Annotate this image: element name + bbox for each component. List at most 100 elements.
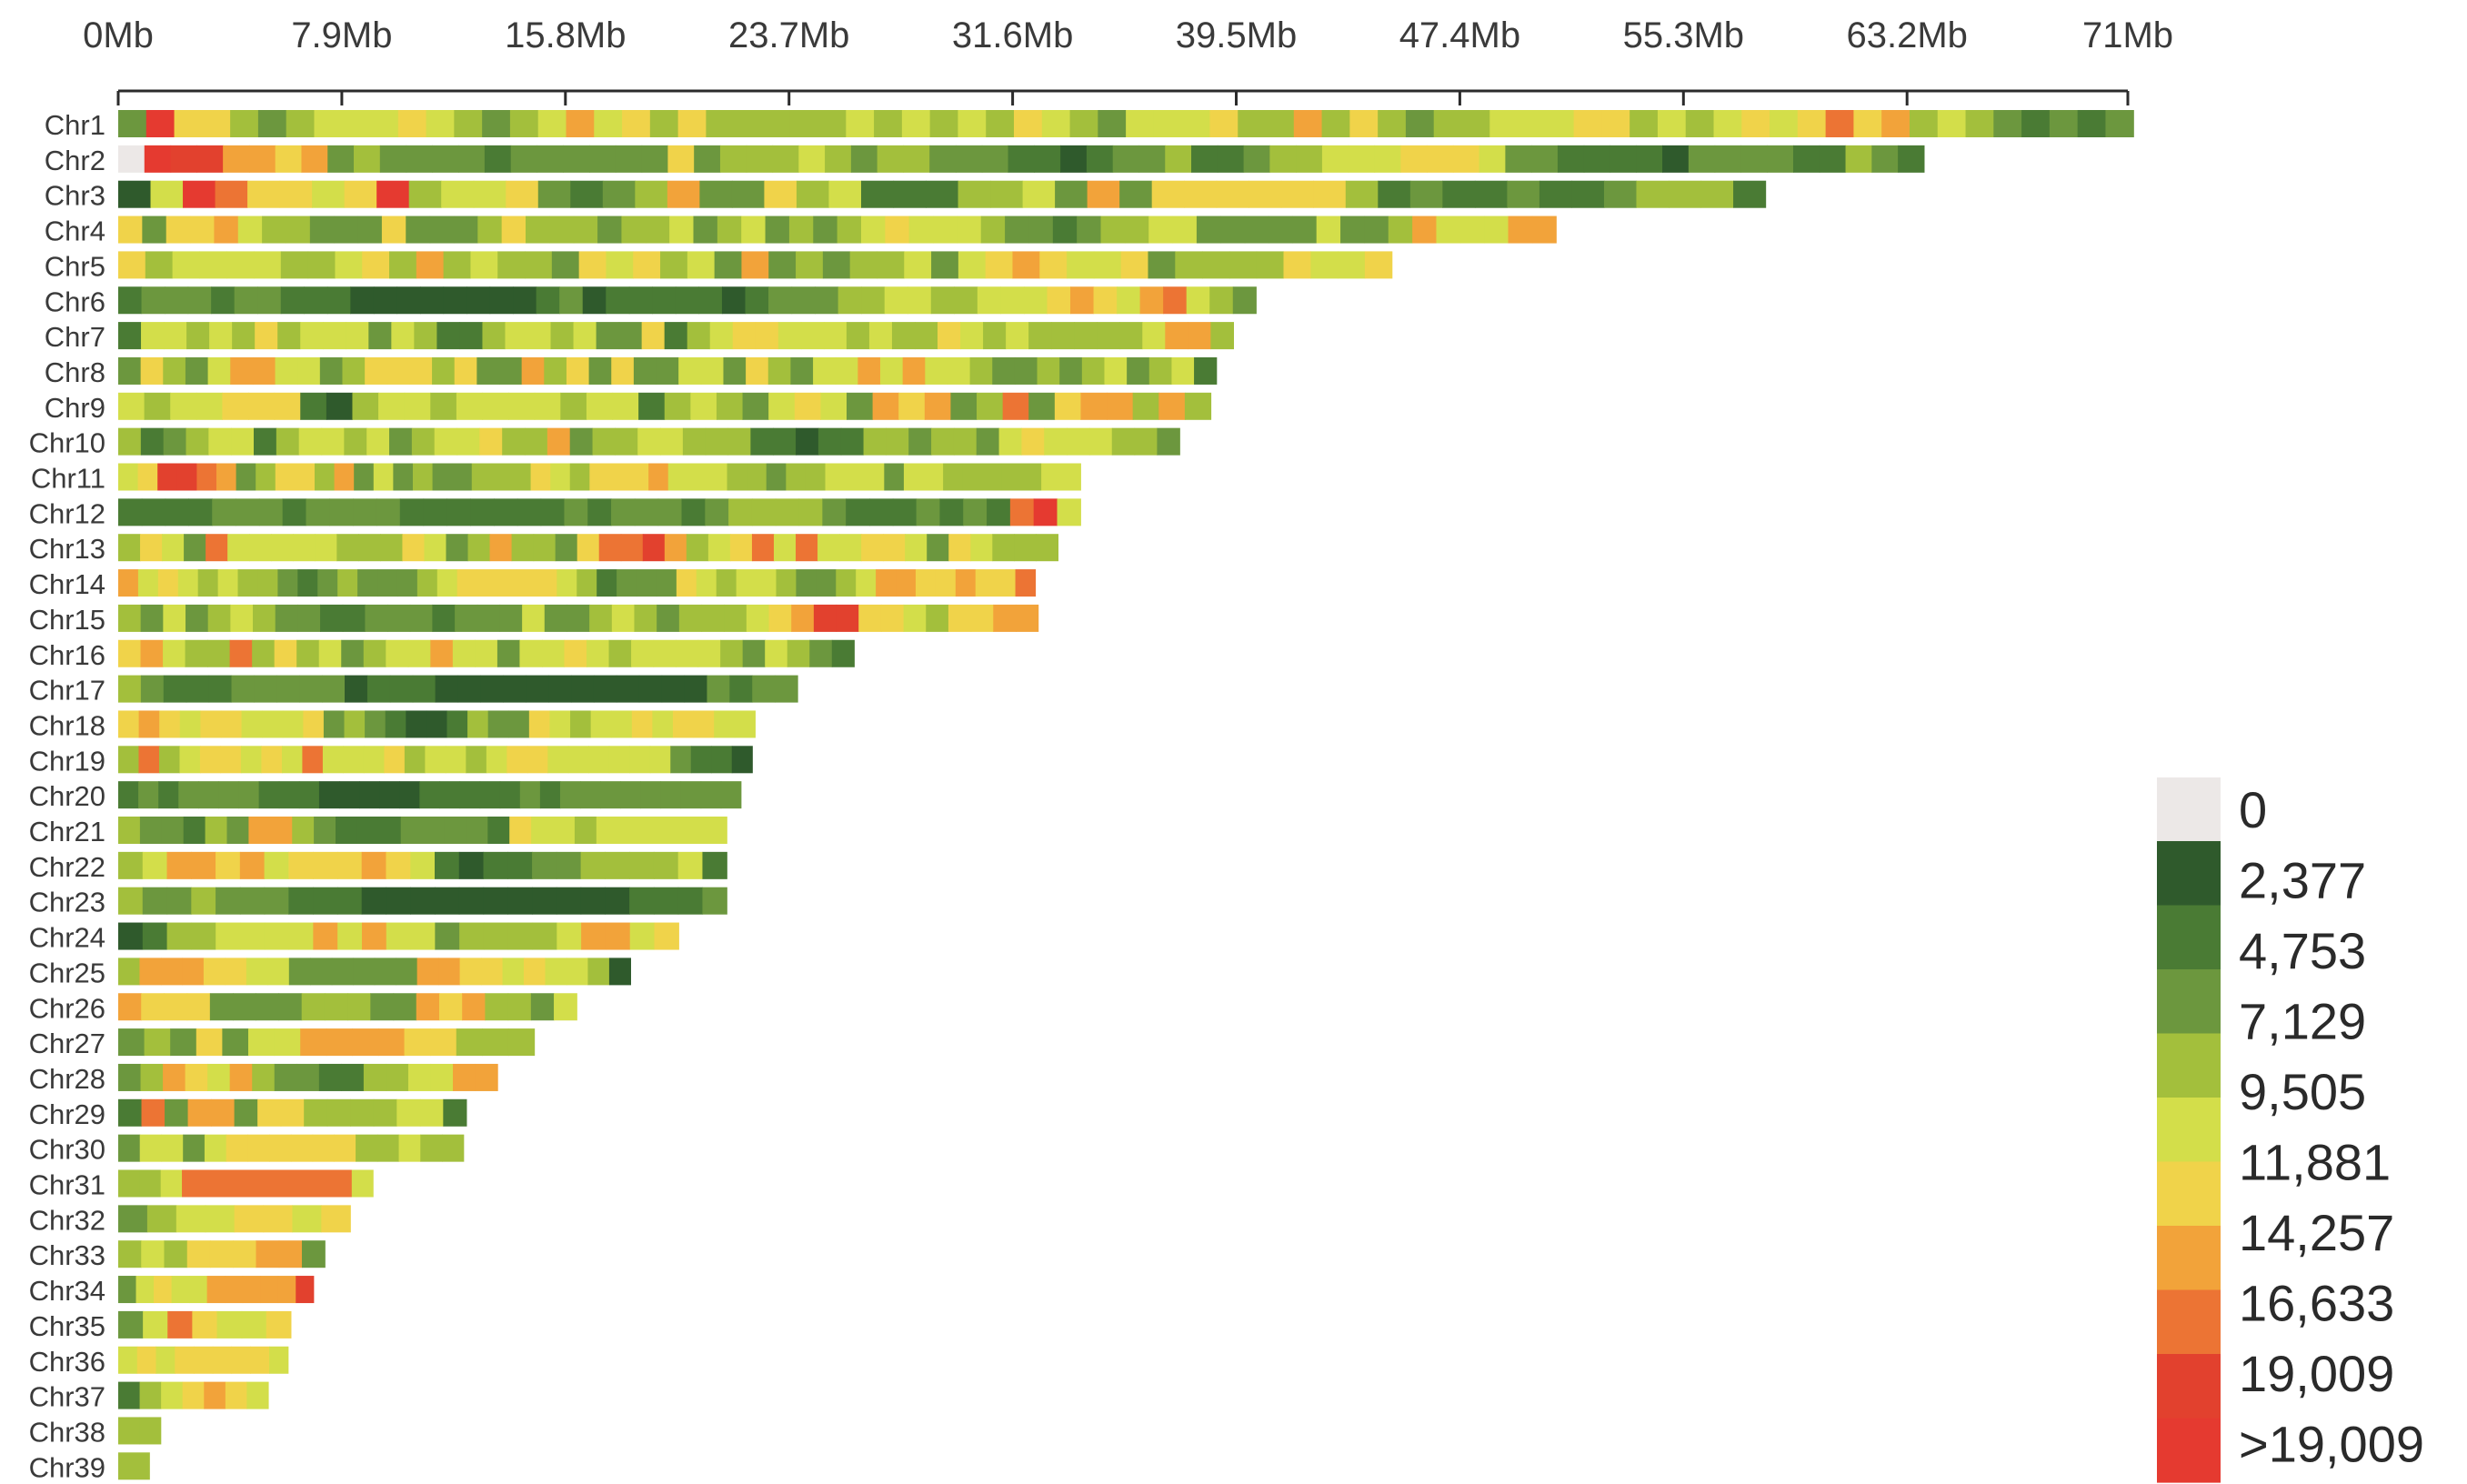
density-bin <box>884 286 908 315</box>
density-bin <box>1037 356 1060 385</box>
density-bin <box>1713 110 1742 137</box>
density-bin <box>687 251 716 279</box>
density-bin <box>142 216 167 244</box>
density-bin <box>157 569 179 597</box>
density-bin <box>118 180 152 208</box>
density-bin <box>298 781 320 809</box>
density-bin <box>192 1310 218 1339</box>
density-bin <box>698 286 723 315</box>
density-bin <box>519 781 541 809</box>
density-bin <box>139 817 163 844</box>
density-bin <box>556 851 582 879</box>
density-bin <box>530 463 551 491</box>
density-bin <box>186 675 210 703</box>
density-bin <box>813 356 837 385</box>
density-bin <box>1001 463 1023 491</box>
density-bin <box>652 710 674 738</box>
density-bin <box>234 1205 265 1233</box>
density-bin <box>820 392 847 420</box>
chromosome-bar <box>118 1028 536 1057</box>
density-bin <box>1283 251 1311 279</box>
density-bin <box>532 851 557 879</box>
density-bin <box>1636 145 1663 173</box>
density-bin <box>1138 145 1166 173</box>
density-bin <box>350 1098 375 1127</box>
density-bin <box>755 322 779 350</box>
density-bin <box>296 639 320 667</box>
density-bin <box>376 498 401 526</box>
density-bin <box>476 569 498 597</box>
density-bin <box>342 110 371 137</box>
density-bin <box>166 851 192 879</box>
density-bin <box>118 1310 144 1339</box>
density-bin <box>342 604 366 632</box>
density-bin <box>577 534 600 562</box>
density-bin <box>211 286 236 315</box>
density-bin <box>1474 180 1509 208</box>
density-bin <box>239 887 266 915</box>
density-bin <box>537 180 571 208</box>
density-bin <box>215 180 248 208</box>
chromosome-bar <box>118 639 855 667</box>
chromosome-bar <box>118 251 1393 279</box>
density-bin <box>1086 145 1114 173</box>
x-tick-label: 55.3Mb <box>1623 15 1744 55</box>
density-bin <box>761 110 791 137</box>
legend-swatch <box>2157 1033 2221 1098</box>
density-bin <box>1507 180 1540 208</box>
density-bin <box>274 1028 301 1057</box>
density-bin <box>206 534 228 562</box>
density-bin <box>118 286 143 315</box>
chromosome-label: Chr3 <box>45 180 105 212</box>
density-bin <box>1409 180 1443 208</box>
density-bin <box>303 710 325 738</box>
density-bin <box>297 604 321 632</box>
density-bin <box>429 216 455 244</box>
density-bin <box>1436 216 1461 244</box>
density-bin <box>329 498 354 526</box>
density-bin <box>1937 110 1967 137</box>
density-bin <box>441 180 475 208</box>
density-bin <box>436 322 461 350</box>
density-bin <box>365 710 386 738</box>
density-bin <box>496 569 518 597</box>
density-bin <box>577 569 597 597</box>
density-bin <box>746 145 774 173</box>
chromosome-label: Chr15 <box>29 604 105 636</box>
density-bin <box>266 1310 292 1339</box>
density-bin <box>318 1063 342 1091</box>
density-bin <box>734 710 756 738</box>
density-bin <box>359 781 380 809</box>
density-bin <box>139 1169 162 1198</box>
density-bin <box>1015 604 1039 632</box>
chromosome-bar <box>118 604 1039 632</box>
density-bin <box>238 781 260 809</box>
density-bin <box>140 675 165 703</box>
density-bin <box>199 251 227 279</box>
density-bin <box>380 534 404 562</box>
density-bin <box>241 1310 267 1339</box>
density-bin <box>696 569 717 597</box>
density-bin <box>505 322 529 350</box>
chromosome-bar <box>118 781 742 809</box>
density-bin <box>533 534 557 562</box>
density-bin <box>846 498 870 526</box>
density-bin <box>1825 110 1855 137</box>
density-bin <box>787 639 810 667</box>
density-bin <box>163 1063 186 1091</box>
density-bin <box>347 993 371 1021</box>
density-bin <box>923 463 944 491</box>
density-bin <box>877 251 905 279</box>
density-bin <box>1033 498 1058 526</box>
density-bin <box>376 180 410 208</box>
legend-swatch <box>2157 1418 2221 1483</box>
density-bin <box>516 569 537 597</box>
density-bin <box>1256 251 1285 279</box>
density-bin <box>615 427 638 456</box>
density-bin <box>612 392 639 420</box>
density-bin <box>485 993 509 1021</box>
density-bin <box>137 463 158 491</box>
density-bin <box>1909 110 1939 137</box>
density-bin <box>224 1169 246 1198</box>
density-bin <box>256 993 280 1021</box>
